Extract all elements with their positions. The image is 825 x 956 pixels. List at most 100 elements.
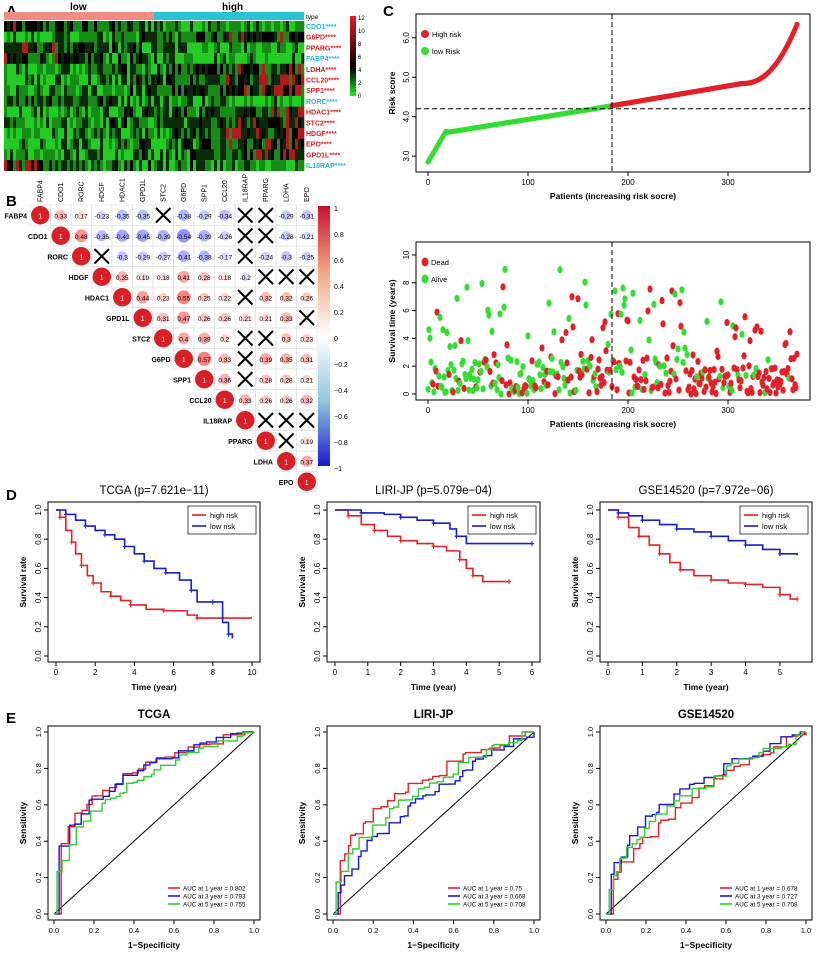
heatmap-cell <box>250 42 254 54</box>
heatmap-cell <box>214 42 218 54</box>
heatmap-cell <box>178 160 182 171</box>
heatmap-cell <box>175 138 179 150</box>
heatmap-cell <box>256 21 260 32</box>
heatmap-cell <box>256 74 260 86</box>
x-tick-label: 300 <box>721 406 735 415</box>
heatmap-cell <box>103 149 107 161</box>
heatmap-cell <box>145 106 149 118</box>
heatmap-cell <box>262 31 266 43</box>
heatmap-cell <box>28 128 32 139</box>
heatmap-cell <box>13 95 17 107</box>
heatmap-cell <box>127 21 131 32</box>
heatmap-cell <box>244 149 248 161</box>
heatmap-cell <box>7 53 11 64</box>
heatmap-cell <box>88 31 92 43</box>
heatmap-cell <box>226 117 230 129</box>
heatmap-cell <box>250 63 254 75</box>
y-tick-label: 0.2 <box>34 621 43 633</box>
heatmap-cell <box>16 63 20 75</box>
heatmap-cell <box>85 21 89 32</box>
heatmap-cell <box>169 106 173 118</box>
survival-point <box>703 383 709 391</box>
colorbar-tick: −0.4 <box>334 388 348 395</box>
heatmap-cell <box>52 106 56 118</box>
heatmap-cell <box>178 149 182 161</box>
heatmap-cell <box>262 106 266 118</box>
corr-circle <box>220 292 230 302</box>
heatmap-cell <box>169 117 173 129</box>
km-title: TCGA (p=7.621e−11) <box>99 485 208 497</box>
heatmap-cell <box>79 31 83 43</box>
y-tick-label: 1.0 <box>313 504 322 516</box>
heatmap-cell <box>241 85 245 97</box>
heatmap-cell <box>139 138 143 150</box>
heatmap-cell <box>301 21 305 32</box>
survival-point <box>635 382 641 391</box>
heatmap-cell <box>133 74 137 86</box>
heatmap-cell <box>43 85 47 97</box>
corr-circle <box>197 351 212 366</box>
survival-point <box>451 366 457 374</box>
legend-high-label: high risk <box>210 511 238 520</box>
corr-value: 0.26 <box>280 398 293 405</box>
survival-point <box>638 376 644 384</box>
heatmap-cell <box>253 106 257 118</box>
survival-point <box>433 367 439 375</box>
heatmap-cell <box>247 42 251 54</box>
heatmap-cell <box>76 128 80 139</box>
km-panel: LIRI-JP (p=5.079e−04)0 1 2 3 4 5 60.00.20.40.6… <box>297 485 541 692</box>
heatmap-cell <box>16 128 20 139</box>
heatmap-cell <box>109 95 113 107</box>
heatmap-cell <box>190 128 194 139</box>
heatmap-cell <box>37 53 41 64</box>
y-tick-label: 0.4 <box>34 591 43 603</box>
heatmap-cell <box>223 74 227 86</box>
heatmap-cell <box>280 85 284 97</box>
survival-point <box>573 386 579 395</box>
heatmap-cell <box>67 138 71 150</box>
survival-point <box>765 356 771 364</box>
heatmap-cell <box>286 63 290 75</box>
colorbar-tick: 2 <box>358 81 362 87</box>
heatmap-cell <box>283 95 287 107</box>
roc-curve <box>333 731 534 915</box>
heatmap-cell <box>103 106 107 118</box>
heatmap-cell <box>280 31 284 43</box>
heatmap-cell <box>298 117 302 129</box>
heatmap-cell <box>268 117 272 129</box>
censor-mark <box>122 544 127 549</box>
heatmap-cell <box>286 160 290 171</box>
gene-label: LDHA**** <box>306 67 337 74</box>
heatmap-cell <box>193 31 197 43</box>
heatmap-cell <box>244 21 248 32</box>
heatmap-cell <box>172 117 176 129</box>
x-tick-label: 200 <box>621 406 635 415</box>
legend-dead-marker <box>421 257 429 267</box>
heatmap-cell <box>10 128 14 139</box>
diagonal-circle <box>133 308 152 327</box>
heatmap-cell <box>142 160 146 171</box>
heatmap-cell <box>229 106 233 118</box>
heatmap-cell <box>199 74 203 86</box>
heatmap-cell <box>58 95 62 107</box>
heatmap-cell <box>223 21 227 32</box>
heatmap-cell <box>256 95 260 107</box>
heatmap-cell <box>118 42 122 54</box>
survival-point <box>502 265 508 274</box>
heatmap-cell <box>13 53 17 64</box>
heatmap-cell <box>28 149 32 161</box>
heatmap-cell <box>187 149 191 161</box>
survival-point <box>657 362 663 370</box>
heatmap-cell <box>130 160 134 171</box>
heatmap-cell <box>154 160 158 171</box>
heatmap-cell <box>10 85 14 97</box>
corr-value: 1 <box>161 336 165 343</box>
heatmap-cell <box>217 160 221 171</box>
heatmap-cell <box>97 74 101 86</box>
heatmap-cell <box>16 74 20 86</box>
row-label: HDAC1 <box>85 295 109 302</box>
corr-value: 1 <box>305 480 309 487</box>
heatmap-cell <box>55 21 59 32</box>
survival-point <box>780 386 786 394</box>
